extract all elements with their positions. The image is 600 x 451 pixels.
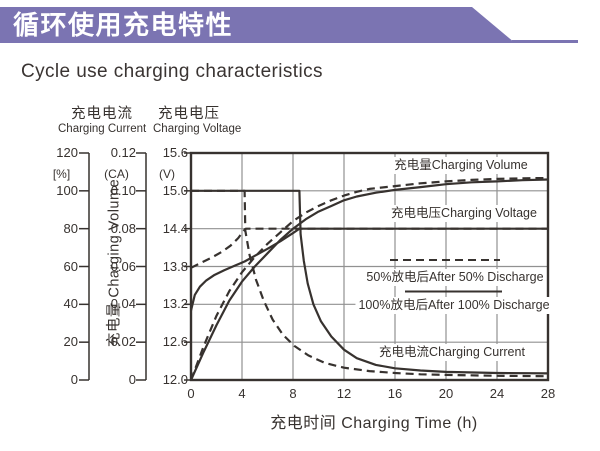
banner-polygon	[0, 7, 515, 43]
curve-label-volume: 充电量Charging Volume	[391, 157, 531, 174]
voltage-unit-label: (V)	[159, 167, 175, 181]
series-charging-volume-after-50pct-discharge	[189, 176, 549, 381]
x-tick-label: 28	[540, 386, 556, 401]
voltage-tick-label: 15.6	[162, 145, 188, 160]
volume-tick-label: 100	[56, 182, 78, 198]
volume-tick-label: 20	[63, 334, 78, 350]
banner-shape	[0, 7, 578, 43]
current-tick-label: 0.04	[110, 296, 136, 312]
x-axis-title: 充电时间 Charging Time (h)	[270, 415, 478, 432]
current-tick-label: 0.08	[110, 220, 136, 236]
volume-tick-label: 0	[70, 372, 78, 387]
banner-underline	[512, 40, 578, 43]
voltage-tick-label: 13.2	[162, 296, 188, 312]
volume-tick-label: 40	[63, 296, 78, 312]
legend-label-100pct: 100%放电后After 100% Discharge	[355, 297, 553, 314]
current-tick-label: 0.10	[110, 182, 136, 198]
current-axis-header-en: Charging Current	[58, 122, 147, 135]
x-tick-label: 12	[336, 386, 352, 401]
voltage-axis-header-zh: 充电电压	[158, 106, 220, 122]
plot-border	[189, 151, 550, 382]
x-tick-label: 0	[187, 386, 195, 401]
voltage-tick-label: 12.0	[162, 372, 188, 387]
series-charging-current-after-100pct-discharge	[191, 189, 549, 375]
series-charging-voltage-after-100pct-discharge	[189, 227, 548, 311]
current-tick-label: 0.06	[110, 258, 136, 274]
page-title: Cycle use charging characteristics	[21, 61, 323, 82]
legend-label-50pct: 50%放电后After 50% Discharge	[363, 269, 547, 286]
volume-unit-label: [%]	[52, 167, 71, 181]
current-axis-header-zh: 充电电流	[71, 106, 133, 122]
x-tick-label: 16	[387, 386, 403, 401]
voltage-tick-label: 12.6	[162, 334, 188, 350]
series-charging-current-after-50pct-discharge	[191, 189, 549, 378]
series-charging-volume-after-100pct-discharge	[189, 178, 549, 381]
x-tick-label: 4	[238, 386, 246, 401]
voltage-axis-header: 充电电压 Charging Voltage	[153, 106, 242, 136]
current-axis-header: 充电电流 Charging Current	[58, 106, 147, 136]
voltage-tick-label: 14.4	[162, 220, 188, 236]
x-tick-label: 20	[438, 386, 454, 401]
current-tick-label: 0.12	[110, 145, 136, 160]
x-tick-label: 8	[289, 386, 297, 401]
voltage-tick-label: 15.0	[162, 182, 188, 198]
banner-title: 循环使用充电特性	[13, 10, 234, 40]
volume-tick-label: 120	[56, 145, 78, 160]
current-tick-label: 0.02	[110, 334, 136, 350]
curve-label-current: 充电电流Charging Current	[376, 344, 528, 361]
volume-tick-label: 60	[63, 258, 78, 274]
voltage-axis-header-en: Charging Voltage	[153, 122, 242, 135]
current-tick-label: 0	[128, 372, 136, 387]
curve-label-voltage: 充电电压Charging Voltage	[388, 205, 540, 222]
current-unit-label: (CA)	[104, 167, 129, 181]
x-tick-label: 24	[489, 386, 505, 401]
voltage-tick-label: 13.8	[162, 258, 188, 274]
volume-tick-label: 80	[63, 220, 78, 236]
